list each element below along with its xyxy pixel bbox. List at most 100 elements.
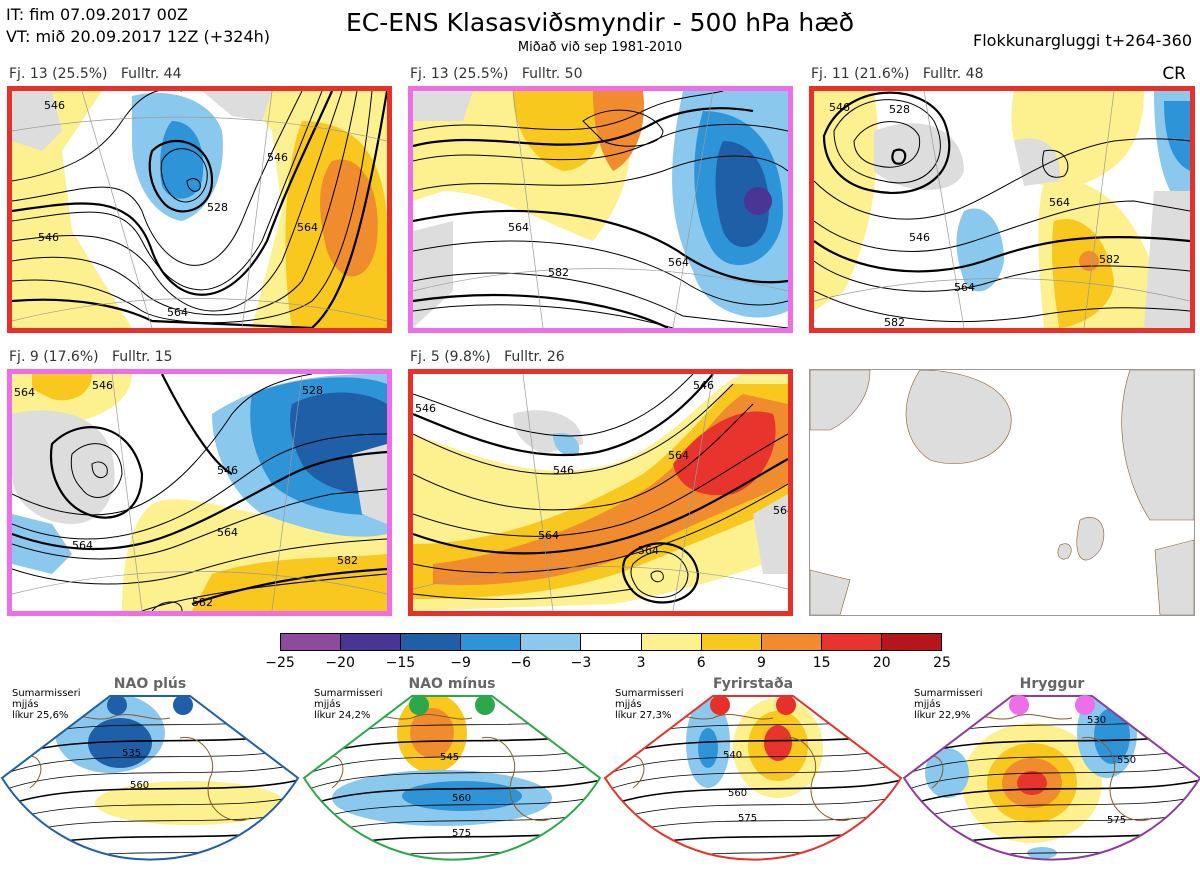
cr-label: CR: [1162, 64, 1186, 84]
page-title: EC-ENS Klasasviðsmyndir - 500 hPa hæð: [345, 8, 855, 37]
regime-marker-dot: [1009, 695, 1029, 715]
contour-label: 564: [638, 544, 659, 557]
panel-1-label: Fj. 13 (25.5%) Fulltr. 44: [9, 66, 182, 82]
regime-contour-label: 560: [728, 788, 747, 799]
colorbar-swatch: [521, 634, 582, 650]
colorbar-tick-label: 9: [756, 655, 766, 671]
regime-diagram: 545 560 575 NAO mínus Sumarmisseri mjjás líkur…: [302, 676, 602, 868]
contour-label: 546: [829, 101, 850, 114]
panel-2-label: Fj. 13 (25.5%) Fulltr. 50: [410, 66, 583, 82]
regime-probability-text: Sumarmisseri mjjás líkur 25,6%: [12, 688, 81, 721]
cluster-map-4: 564 546 546 564 564 582 528 582: [7, 369, 392, 616]
regime-diagram: 530 550 575 Hryggur Sumarmisseri mjjás líkur 2…: [902, 676, 1200, 868]
contour-label: 528: [302, 384, 323, 397]
contour-label: 564: [1049, 196, 1070, 209]
regime-diagram: 540 560 575 Fyrirstaða Sumarmisseri mjjás líku…: [603, 676, 903, 868]
regime-title: Hryggur: [1019, 676, 1085, 692]
contour-label: 582: [1099, 253, 1120, 266]
colorbar-tick-label: 20: [872, 655, 891, 671]
contour-label: 564: [14, 386, 35, 399]
init-time: IT: fim 07.09.2017 00Z: [6, 5, 188, 24]
regime-marker-dot: [409, 695, 429, 715]
contour-label: 546: [909, 231, 930, 244]
contour-label: 582: [337, 554, 358, 567]
regime-probability-text: Sumarmisseri mjjás líkur 22,9%: [914, 688, 983, 721]
regime-contour-label: 535: [122, 748, 141, 759]
page-subtitle: Miðað við sep 1981-2010: [517, 40, 683, 55]
contour-label: 528: [889, 103, 910, 116]
contour-label: 564: [508, 221, 529, 234]
header-info: IT: fim 07.09.2017 00Z VT: mið 20.09.201…: [6, 4, 270, 48]
empty-reference-map: [809, 369, 1195, 616]
colorbar-tick-label: −3: [570, 655, 592, 671]
regime-map-svg: 530 550 575: [902, 695, 1200, 861]
regime-probability-text: Sumarmisseri mjjás líkur 24,2%: [314, 688, 383, 721]
cluster-map-2-svg: 564 582 564: [413, 91, 788, 328]
colorbar-swatch: [821, 634, 882, 650]
regime-marker-dot: [776, 695, 796, 715]
contour-label: 528: [207, 201, 228, 214]
colorbar-swatch: [701, 634, 762, 650]
regime-contour-label: 530: [1087, 715, 1106, 726]
colorbar-tick-label: −6: [510, 655, 532, 671]
regime-marker-dot: [107, 695, 127, 715]
colorbar-tick-label: 3: [636, 655, 646, 671]
contour-label: 546: [267, 151, 288, 164]
panel-3-label: Fj. 11 (21.6%) Fulltr. 48: [811, 66, 984, 82]
colorbar-tick-label: 6: [696, 655, 706, 671]
regime-contour-label: 575: [738, 813, 757, 824]
valid-time: VT: mið 20.09.2017 12Z (+324h): [6, 27, 271, 46]
colorbar-swatch: [581, 634, 642, 650]
contour-label: 582: [884, 316, 905, 328]
contour-label: 564: [297, 221, 318, 234]
contour-label: 564: [668, 256, 689, 269]
regime-contour-label: 545: [440, 752, 459, 763]
anomaly-colorbar: [280, 633, 942, 651]
regime-map-svg: 545 560 575: [302, 695, 602, 861]
contour-label: 546: [693, 379, 714, 392]
contour-label: 564: [668, 449, 689, 462]
contour-label: 564: [217, 526, 238, 539]
colorbar-tick-label: −20: [325, 655, 355, 671]
contour-label: 582: [548, 266, 569, 279]
contour-label: 564: [773, 504, 788, 517]
regime-contour-label: 560: [452, 793, 471, 804]
colorbar-swatch: [881, 634, 942, 650]
regime-diagram: 535 560 NAO plús Sumarmisseri mjjás líkur 25,…: [0, 676, 300, 868]
colorbar-swatch: [281, 634, 342, 650]
cluster-map-5-svg: 546 546 564 546 564 564 564: [413, 374, 788, 611]
regime-contour-label: 540: [723, 750, 742, 761]
colorbar-tick-label: −9: [450, 655, 471, 671]
contour-label: 546: [415, 402, 436, 415]
contour-label: 546: [38, 231, 59, 244]
cluster-map-4-svg: 564 546 546 564 564 582 528 582: [12, 374, 387, 611]
colorbar-ticks: −25 −20 −15 −9 −6 −3 3 6 9 15 20 25: [0, 655, 1200, 675]
panel-5-label: Fj. 5 (9.8%) Fulltr. 26: [410, 349, 565, 365]
regime-title: NAO mínus: [408, 676, 496, 692]
cluster-map-3: 528 546 546 564 582 564 582: [809, 86, 1195, 333]
cluster-map-3-svg: 528 546 546 564 582 564 582: [814, 91, 1190, 328]
colorbar-swatch: [401, 634, 462, 650]
regime-title: Fyrirstaða: [712, 676, 794, 692]
contour-label: 564: [954, 281, 975, 294]
regime-contour-label: 575: [1107, 815, 1126, 826]
regime-contour-label: 575: [452, 828, 471, 839]
regime-marker-dot: [475, 695, 495, 715]
contour-label: 546: [217, 464, 238, 477]
contour-label: 564: [538, 529, 559, 542]
colorbar-tick-label: −25: [265, 655, 295, 671]
colorbar-tick-label: −15: [385, 655, 416, 671]
colorbar-swatch: [461, 634, 522, 650]
regime-marker-dot: [1075, 695, 1095, 715]
regime-probability-text: Sumarmisseri mjjás líkur 27,3%: [615, 688, 684, 721]
cluster-map-5: 546 546 564 546 564 564 564: [408, 369, 793, 616]
regime-contour-label: 560: [130, 780, 149, 791]
cluster-map-1-svg: 546 546 564 564 528 546: [12, 91, 387, 328]
regime-marker-dot: [710, 695, 730, 715]
panel-4-label: Fj. 9 (17.6%) Fulltr. 15: [9, 349, 173, 365]
colorbar-tick-label: 25: [933, 655, 951, 671]
regime-map-svg: 535 560: [0, 695, 300, 861]
regime-marker-dot: [173, 695, 193, 715]
contour-label: 546: [44, 99, 65, 112]
contour-label: 546: [92, 379, 113, 392]
